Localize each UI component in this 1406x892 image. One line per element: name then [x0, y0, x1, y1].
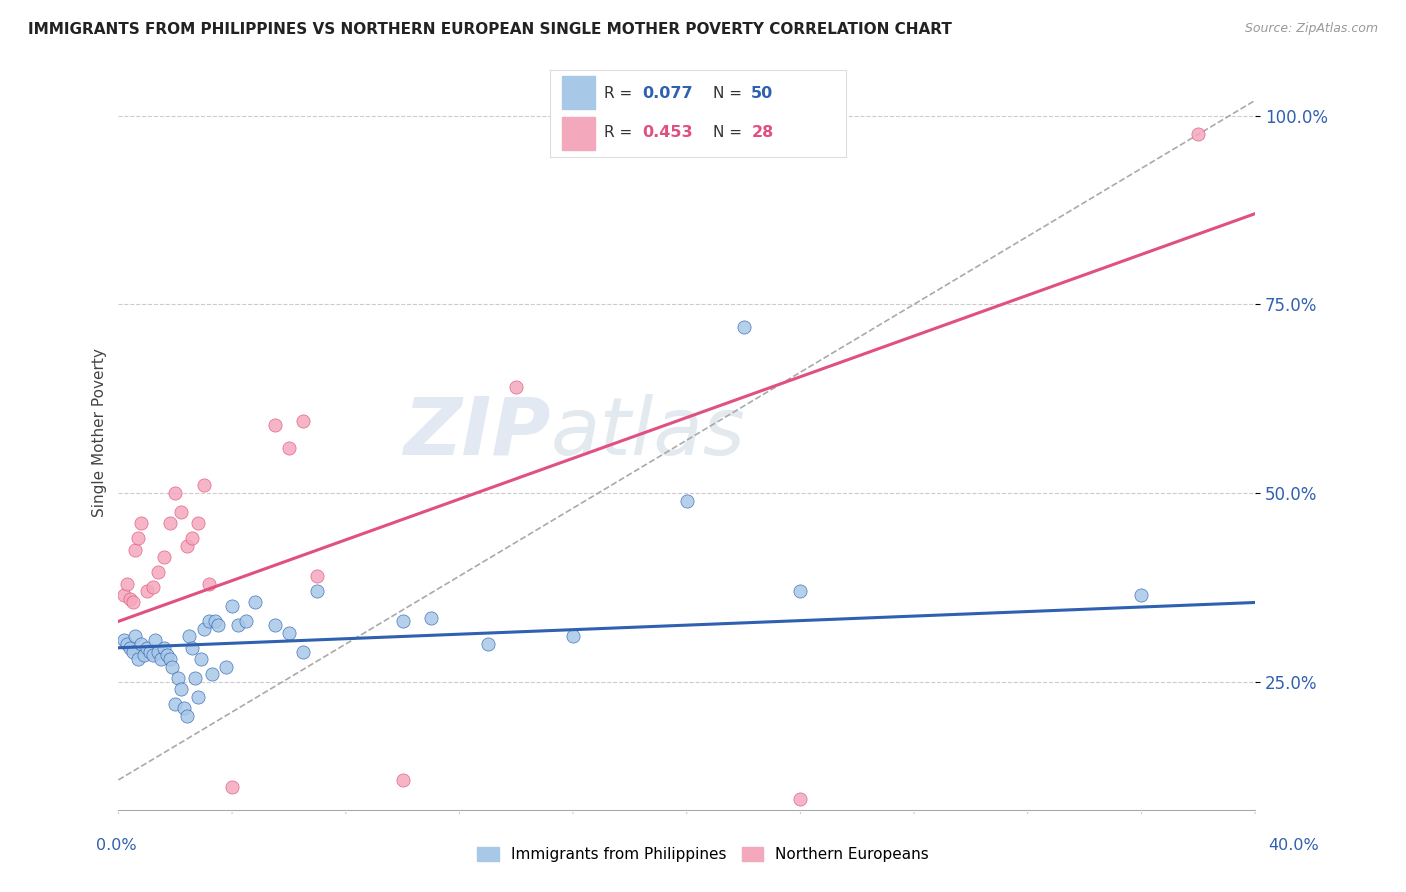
Point	[115, 576, 138, 591]
Point	[207, 618, 229, 632]
Y-axis label: Single Mother Poverty: Single Mother Poverty	[93, 348, 107, 517]
Point	[277, 441, 299, 455]
Point	[277, 625, 299, 640]
Point	[190, 652, 212, 666]
Point	[165, 698, 187, 712]
Text: 40.0%: 40.0%	[1268, 838, 1319, 853]
Text: Source: ZipAtlas.com: Source: ZipAtlas.com	[1244, 22, 1378, 36]
Point	[129, 637, 152, 651]
Point	[505, 380, 527, 394]
Point	[221, 599, 243, 614]
Point	[193, 478, 215, 492]
Point	[733, 320, 755, 334]
Point	[121, 644, 143, 658]
Point	[150, 652, 173, 666]
Text: ZIP: ZIP	[404, 393, 550, 472]
Point	[159, 516, 181, 531]
Point	[138, 644, 160, 658]
Point	[135, 640, 157, 655]
Point	[1130, 588, 1153, 602]
Point	[215, 659, 238, 673]
Point	[187, 690, 209, 704]
Point	[391, 772, 413, 787]
Point	[181, 531, 204, 545]
Point	[148, 644, 170, 658]
Point	[176, 539, 198, 553]
Point	[201, 667, 224, 681]
Point	[263, 418, 285, 433]
Point	[132, 648, 155, 663]
Point	[226, 618, 249, 632]
Point	[145, 633, 167, 648]
Point	[181, 640, 204, 655]
Point	[115, 637, 138, 651]
Point	[221, 780, 243, 795]
Point	[167, 671, 190, 685]
Point	[187, 516, 209, 531]
Point	[127, 652, 149, 666]
Point	[193, 622, 215, 636]
Point	[184, 671, 207, 685]
Point	[179, 630, 201, 644]
Point	[170, 682, 193, 697]
Point	[198, 576, 221, 591]
Point	[135, 584, 157, 599]
Point	[263, 618, 285, 632]
Legend: Immigrants from Philippines, Northern Europeans: Immigrants from Philippines, Northern Eu…	[471, 840, 935, 868]
Point	[307, 584, 329, 599]
Point	[148, 566, 170, 580]
Point	[1187, 128, 1209, 142]
Point	[477, 637, 499, 651]
Text: 0.0%: 0.0%	[96, 838, 136, 853]
Text: IMMIGRANTS FROM PHILIPPINES VS NORTHERN EUROPEAN SINGLE MOTHER POVERTY CORRELATI: IMMIGRANTS FROM PHILIPPINES VS NORTHERN …	[28, 22, 952, 37]
Point	[173, 701, 195, 715]
Point	[170, 505, 193, 519]
Point	[112, 588, 135, 602]
Point	[391, 615, 413, 629]
Point	[159, 652, 181, 666]
Point	[153, 550, 176, 565]
Point	[112, 633, 135, 648]
Point	[243, 595, 266, 609]
Point	[176, 708, 198, 723]
Point	[789, 584, 811, 599]
Point	[165, 486, 187, 500]
Point	[141, 581, 163, 595]
Point	[204, 615, 226, 629]
Point	[118, 640, 141, 655]
Point	[156, 648, 179, 663]
Point	[292, 644, 315, 658]
Point	[127, 531, 149, 545]
Point	[675, 493, 697, 508]
Point	[562, 630, 585, 644]
Point	[292, 414, 315, 428]
Point	[235, 615, 257, 629]
Point	[118, 591, 141, 606]
Point	[420, 610, 443, 624]
Point	[124, 542, 146, 557]
Point	[141, 648, 163, 663]
Point	[162, 659, 184, 673]
Point	[153, 640, 176, 655]
Point	[121, 595, 143, 609]
Point	[124, 630, 146, 644]
Point	[198, 615, 221, 629]
Point	[129, 516, 152, 531]
Point	[789, 791, 811, 805]
Text: atlas: atlas	[550, 393, 745, 472]
Point	[307, 569, 329, 583]
